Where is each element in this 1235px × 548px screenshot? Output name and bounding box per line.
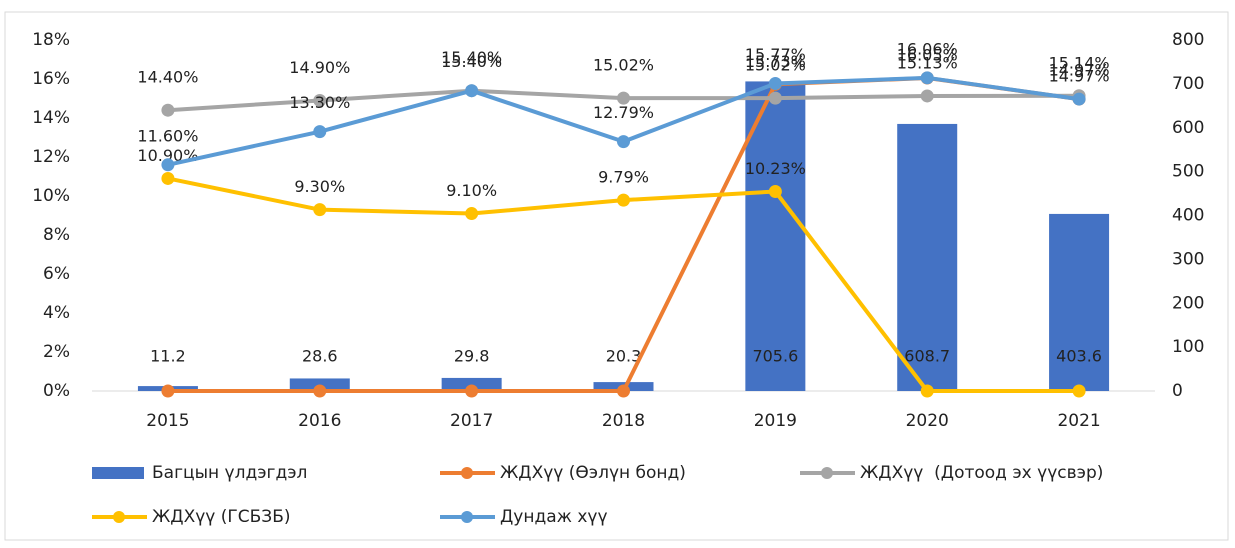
y-tick-label: 16%	[32, 69, 70, 89]
x-tick-label: 2021	[1057, 411, 1100, 431]
x-tick-label: 2017	[450, 411, 493, 431]
x-tick-label: 2020	[906, 411, 949, 431]
x-tick-label: 2015	[146, 411, 189, 431]
data-label: 13.30%	[289, 93, 350, 112]
y2-tick-label: 0	[1172, 381, 1183, 401]
marker	[465, 84, 479, 98]
bar	[745, 81, 806, 391]
marker	[161, 384, 175, 398]
marker	[768, 76, 782, 90]
marker	[465, 384, 479, 398]
marker	[313, 203, 327, 217]
bar-value-label: 608.7	[904, 347, 950, 366]
marker	[313, 125, 327, 139]
y2-tick-label: 800	[1172, 30, 1204, 50]
data-label: 9.30%	[294, 177, 345, 196]
marker	[768, 91, 782, 105]
data-label: 14.97%	[1049, 61, 1110, 80]
y-tick-label: 4%	[43, 303, 70, 323]
marker	[617, 91, 630, 105]
marker	[617, 193, 630, 207]
data-label: 15.02%	[745, 56, 806, 75]
bar-value-label: 705.6	[752, 347, 798, 366]
legend-marker	[461, 511, 473, 523]
marker	[161, 158, 175, 172]
data-label: 15.14%	[1049, 53, 1110, 72]
marker	[617, 135, 630, 149]
bar-value-label: 20.3	[606, 347, 642, 366]
y-tick-label: 2%	[43, 342, 70, 362]
bar-value-label: 29.8	[454, 347, 490, 366]
chart-border	[4, 11, 1229, 541]
bar-value-label: 403.6	[1056, 347, 1102, 366]
y2-tick-label: 700	[1172, 74, 1204, 94]
y2-tick-label: 100	[1172, 337, 1204, 357]
x-tick-label: 2019	[754, 411, 797, 431]
marker	[161, 103, 175, 117]
y-tick-label: 12%	[32, 147, 70, 167]
y2-tick-label: 300	[1172, 249, 1204, 269]
marker	[920, 384, 934, 398]
data-label: 15.02%	[593, 56, 654, 75]
data-label: 16.06%	[897, 39, 958, 58]
legend-marker	[113, 511, 125, 523]
data-label: 15.77%	[745, 45, 806, 64]
data-label: 12.79%	[593, 103, 654, 122]
legend-label: Багцын үлдэгдэл	[152, 463, 307, 483]
y-tick-label: 18%	[32, 30, 70, 50]
data-label: 9.79%	[598, 168, 649, 187]
y-tick-label: 8%	[43, 225, 70, 245]
y2-tick-label: 600	[1172, 118, 1204, 138]
marker	[920, 89, 934, 103]
data-label: 14.97%	[1049, 67, 1110, 86]
y-tick-label: 10%	[32, 186, 70, 206]
y2-tick-label: 400	[1172, 206, 1204, 226]
legend-swatch	[92, 467, 144, 479]
marker	[1072, 92, 1086, 106]
bar-value-label: 11.2	[150, 347, 186, 366]
x-tick-label: 2018	[602, 411, 645, 431]
y2-tick-label: 200	[1172, 293, 1204, 313]
marker	[313, 93, 327, 107]
y-tick-label: 0%	[43, 381, 70, 401]
bar-value-label: 28.6	[302, 347, 338, 366]
y2-tick-label: 500	[1172, 162, 1204, 182]
marker	[313, 384, 327, 398]
marker	[465, 207, 479, 221]
bar	[1049, 213, 1110, 391]
legend-label: ЖДХүү (Дотоод эх үүсвэр)	[860, 463, 1103, 483]
data-label: 15.40%	[441, 52, 502, 71]
data-label: 10.23%	[745, 159, 806, 178]
bar	[441, 377, 502, 391]
legend-label: ЖДХүү (Өэлүн бонд)	[500, 463, 686, 483]
x-tick-label: 2016	[298, 411, 341, 431]
legend-marker	[821, 467, 833, 479]
data-label: 15.40%	[441, 48, 502, 67]
data-label: 11.60%	[137, 126, 198, 145]
marker	[768, 185, 782, 199]
marker	[617, 384, 630, 398]
marker	[1072, 384, 1086, 398]
y-tick-label: 6%	[43, 264, 70, 284]
legend-label: Дундаж хүү	[500, 507, 608, 527]
legend-marker	[461, 467, 473, 479]
marker	[920, 71, 934, 85]
data-label: 15.13%	[897, 53, 958, 72]
data-label: 14.40%	[137, 68, 198, 87]
data-label: 14.90%	[289, 58, 350, 77]
data-label: 15.73%	[745, 52, 806, 71]
bar	[897, 123, 958, 392]
y-tick-label: 14%	[32, 108, 70, 128]
marker	[161, 171, 175, 185]
data-label: 16.05%	[897, 46, 958, 65]
legend-label: ЖДХүү (ГСБЗБ)	[152, 507, 291, 527]
data-label: 9.10%	[446, 181, 497, 200]
